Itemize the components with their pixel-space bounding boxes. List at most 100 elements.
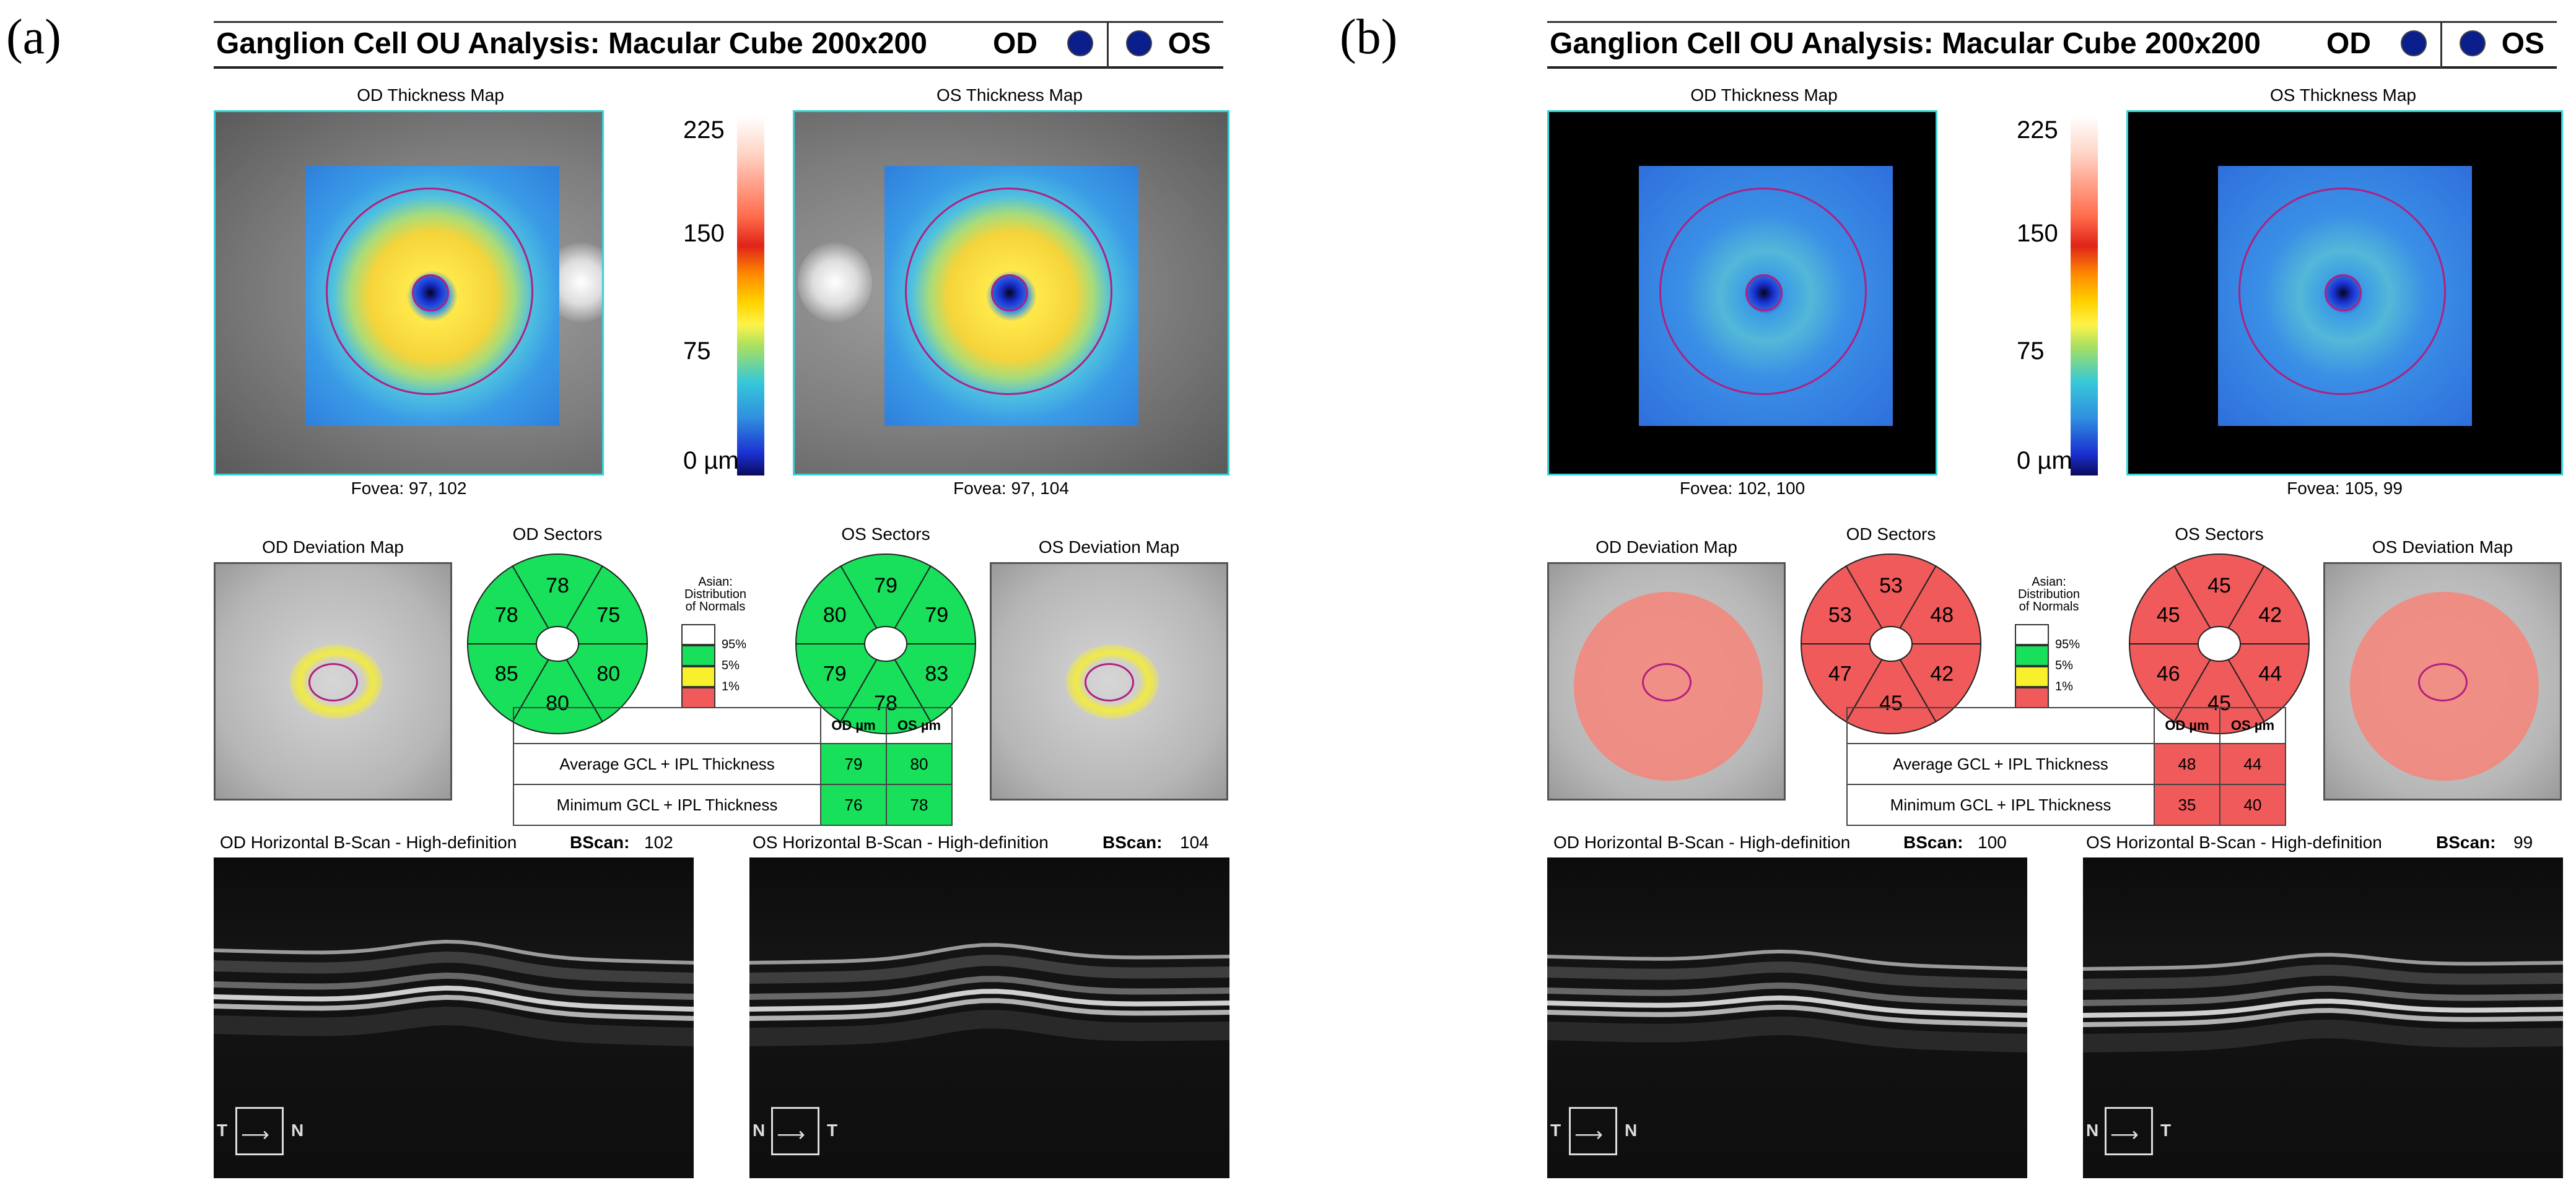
od-retina-layers (214, 939, 694, 1046)
od-map-title: OD Thickness Map (357, 85, 504, 105)
legend-1-label: 1% (2055, 680, 2073, 693)
sector-top-left (1800, 565, 1892, 645)
od-deviation-title: OD Deviation Map (262, 537, 404, 557)
od-bscan-title: OD Horizontal B-Scan - High-definition (1553, 833, 1851, 852)
od-thickness-map[interactable] (1547, 110, 1937, 475)
os-sectors-title: OS Sectors (2175, 524, 2264, 544)
os-map-title: OS Thickness Map (936, 85, 1083, 105)
scale-top: 225 (683, 116, 725, 144)
os-retina-layers (749, 943, 1229, 1046)
os-deviation-map[interactable] (990, 562, 1228, 801)
table-header-os: OS µm (2219, 707, 2286, 744)
thickness-color-scale (2071, 116, 2098, 475)
sector-value-bottom-left: 47 (1828, 662, 1852, 686)
os-deviation-fovea-ring (2418, 663, 2468, 701)
sector-top-right (556, 565, 648, 645)
sector-value-bottom-right: 80 (596, 662, 620, 686)
table-row: Average GCL + IPL Thickness 79 80 (513, 743, 953, 785)
table-header-row: OD µm OS µm (1846, 707, 2286, 744)
od-ellipse-outline (1659, 188, 1867, 395)
table-row-label: Minimum GCL + IPL Thickness (513, 784, 821, 826)
od-deviation-fovea-ring (1642, 663, 1692, 701)
os-deviation-map[interactable] (2323, 562, 2562, 801)
retina-layer (2083, 1020, 2563, 1053)
os-bscan-value: 104 (1180, 833, 1209, 852)
od-thickness-map[interactable] (214, 110, 604, 475)
table-header-blank (1846, 707, 2155, 744)
scale-mid2: 75 (683, 337, 711, 365)
retina-layer (1547, 1016, 2027, 1053)
os-deviation-title: OS Deviation Map (1038, 537, 1180, 557)
os-fovea-ring (2325, 274, 2362, 311)
table-row: Minimum GCL + IPL Thickness 35 40 (1846, 784, 2286, 826)
retina-layer (749, 1010, 1229, 1046)
os-orientation-box: ⟶ (2105, 1107, 2153, 1155)
table-row: Minimum GCL + IPL Thickness 76 78 (513, 784, 953, 826)
sector-value-bottom-left: 46 (2157, 662, 2180, 686)
od-bscan-image[interactable]: ⟶ T N (1547, 857, 2027, 1178)
gcl-ipl-thickness-table: OD µm OS µm Average GCL + IPL Thickness … (1846, 707, 2286, 826)
retina-layer (214, 1006, 694, 1046)
os-fovea: Fovea: 105, 99 (2287, 479, 2403, 498)
table-cell-os: 40 (2219, 784, 2286, 826)
sector-value-top-left: 53 (1828, 604, 1852, 627)
table-cell-od: 35 (2154, 784, 2220, 826)
retina-layer (2083, 965, 2563, 990)
legend-title: Asian: Distribution of Normals (684, 575, 747, 614)
od-deviation-map[interactable] (214, 562, 452, 801)
sector-value-bottom-right: 44 (2258, 662, 2282, 686)
os-sectors-title: OS Sectors (841, 524, 930, 544)
legend-1 (681, 666, 715, 687)
table-cell-od: 79 (820, 743, 887, 785)
os-map-title: OS Thickness Map (2269, 85, 2417, 105)
sector-center (2198, 626, 2241, 662)
report-header: Ganglion Cell OU Analysis: Macular Cube … (1547, 21, 2557, 69)
sector-top (1845, 553, 1937, 646)
od-compass-right: N (1625, 1121, 1638, 1140)
table-header-od: OD µm (2154, 707, 2220, 744)
scale-mid2: 75 (2017, 337, 2045, 365)
report-panel: (a) Ganglion Cell OU Analysis: Macular C… (6, 10, 1229, 1178)
os-compass-right: T (2160, 1121, 2172, 1140)
os-retina-layers (2083, 953, 2563, 1053)
od-deviation-map[interactable] (1547, 562, 1786, 801)
sector-value-top-right: 48 (1930, 604, 1954, 627)
os-bscan-image[interactable]: ⟶ N T (749, 857, 1229, 1178)
table-header-os: OS µm (886, 707, 953, 744)
retina-layer (1547, 995, 2027, 1018)
retina-layer (214, 951, 694, 984)
scale-mid1: 150 (2017, 220, 2058, 247)
sector-top-right (1890, 565, 1982, 645)
table-cell-os: 80 (886, 743, 953, 785)
os-deviation-fovea-ring (1085, 663, 1134, 701)
sector-value-bottom-right: 83 (925, 662, 948, 686)
table-cell-os: 78 (886, 784, 953, 826)
od-bscan-label: BScan: (1903, 833, 1963, 852)
sector-top (512, 553, 603, 646)
arrow-right-icon: ⟶ (1574, 1123, 1603, 1145)
od-bscan-image[interactable]: ⟶ T N (214, 857, 694, 1178)
arrow-right-icon: ⟶ (2110, 1123, 2139, 1145)
os-thickness-map[interactable] (793, 110, 1229, 475)
od-sectors-title: OD Sectors (1846, 524, 1936, 544)
retina-layer (1547, 1004, 2027, 1027)
legend-95-label: 95% (722, 638, 747, 651)
retina-layer (214, 994, 694, 1021)
scale-top: 225 (2017, 116, 2058, 144)
retina-layer (2083, 986, 2563, 1006)
scale-mid1: 150 (683, 220, 725, 247)
retina-layer (749, 989, 1229, 1012)
os-thickness-map[interactable] (2126, 110, 2563, 475)
table-row-label: Average GCL + IPL Thickness (1846, 743, 2155, 785)
os-bscan-title: OS Horizontal B-Scan - High-definition (2086, 833, 2382, 852)
legend-5 (2015, 645, 2049, 666)
os-bscan-image[interactable]: ⟶ N T (2083, 857, 2563, 1178)
sector-value-top: 79 (874, 574, 897, 597)
sector-value-bottom-left: 85 (495, 662, 518, 686)
sector-top (840, 553, 932, 646)
os-deviation-title: OS Deviation Map (2372, 537, 2513, 557)
legend-title: Asian: Distribution of Normals (2017, 575, 2080, 614)
legend-5-label: 5% (722, 659, 740, 672)
table-row-label: Minimum GCL + IPL Thickness (1846, 784, 2155, 826)
